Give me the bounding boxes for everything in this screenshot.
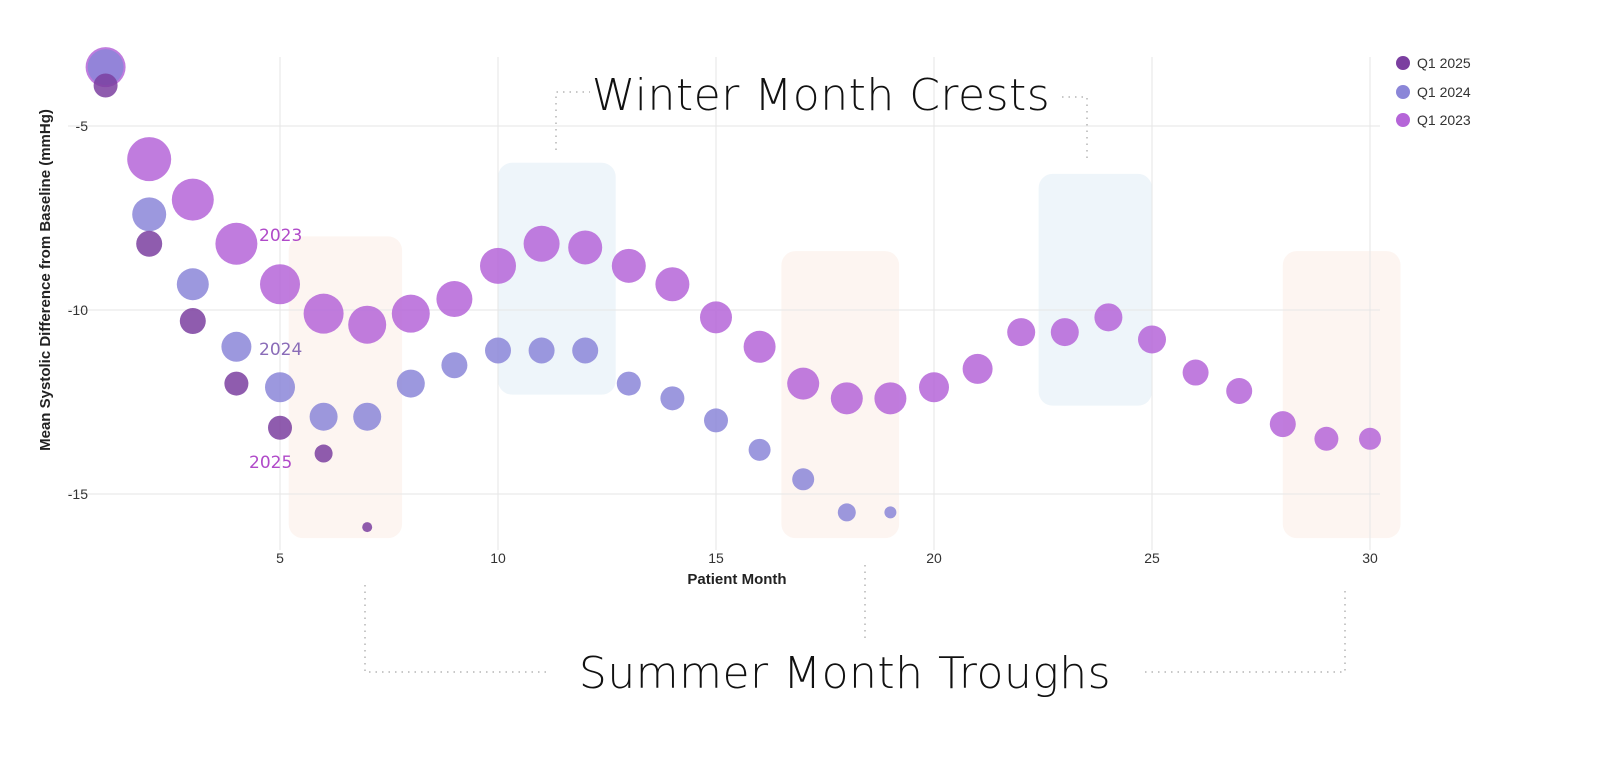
bubble-2023 bbox=[787, 367, 820, 400]
bubble-2025 bbox=[224, 371, 249, 396]
legend: Q1 2025 Q1 2024 Q1 2023 bbox=[1396, 55, 1471, 128]
bubble-2023 bbox=[1182, 359, 1209, 386]
legend-marker-q1-2024 bbox=[1396, 85, 1410, 99]
bubble-2023 bbox=[655, 267, 690, 302]
bubble-2025 bbox=[362, 522, 373, 533]
bubble-2024 bbox=[87, 49, 124, 86]
x-axis-label: Patient Month bbox=[687, 571, 786, 588]
x-tick-label: 25 bbox=[1144, 550, 1160, 566]
bubble-2024 bbox=[485, 337, 511, 364]
winter-band bbox=[498, 162, 616, 395]
bubble-2025 bbox=[268, 415, 292, 440]
bubble-2024 bbox=[265, 372, 295, 403]
bubble-2025 bbox=[314, 444, 333, 463]
bubble-2024 bbox=[884, 506, 897, 519]
series-label-2024: 2024 bbox=[259, 340, 302, 360]
bubble-2023 bbox=[348, 305, 387, 344]
winter-annotation-title: Winter Month Crests bbox=[592, 70, 1050, 121]
bubble-2023 bbox=[743, 330, 776, 363]
x-tick-label: 5 bbox=[276, 550, 284, 566]
x-tick-label: 15 bbox=[708, 550, 724, 566]
bubble-2023 bbox=[480, 247, 516, 284]
bubble-2023 bbox=[700, 301, 732, 334]
summer-band bbox=[288, 236, 403, 539]
bubble-2023 bbox=[568, 230, 603, 265]
bubble-2024 bbox=[704, 408, 728, 433]
summer-band bbox=[1282, 251, 1401, 539]
bubble-2024 bbox=[353, 402, 382, 431]
bubble-2024 bbox=[572, 337, 599, 364]
legend-label-q1-2025: Q1 2025 bbox=[1417, 55, 1471, 71]
bubble-2023 bbox=[1050, 318, 1079, 347]
y-axis-label: Mean Systolic Difference from Baseline (… bbox=[37, 109, 54, 451]
bubble-2023 bbox=[874, 382, 907, 415]
bubble-2023 bbox=[919, 372, 949, 403]
bubble-2023 bbox=[1314, 426, 1339, 451]
bubble-2023 bbox=[611, 248, 646, 283]
bubble-2023 bbox=[1359, 427, 1381, 450]
legend-label-q1-2023: Q1 2023 bbox=[1417, 112, 1471, 128]
bubble-2024 bbox=[309, 402, 338, 431]
bubble-2023 bbox=[127, 137, 172, 182]
bubble-2023 bbox=[1007, 318, 1036, 347]
bubble-2023 bbox=[436, 280, 473, 317]
bubble-2023 bbox=[1138, 325, 1166, 354]
bubble-2023 bbox=[391, 294, 430, 333]
x-tick-label: 10 bbox=[490, 550, 506, 566]
bubble-2024 bbox=[441, 352, 468, 379]
legend-marker-q1-2023 bbox=[1396, 113, 1410, 127]
bubble-2025 bbox=[93, 73, 118, 98]
series-label-2025: 2025 bbox=[249, 453, 292, 473]
summer-annotation-title: Summer Month Troughs bbox=[579, 648, 1111, 699]
winter-connector bbox=[555, 91, 590, 150]
bubble-2023 bbox=[962, 353, 993, 384]
bubble-2024 bbox=[221, 331, 252, 362]
summer-connector bbox=[1145, 590, 1346, 673]
bubble-2023 bbox=[303, 293, 344, 334]
series-label-2023: 2023 bbox=[259, 226, 302, 246]
bubble-2023 bbox=[1094, 303, 1123, 332]
y-tick-label: -5 bbox=[76, 118, 89, 134]
bubble-2023 bbox=[171, 178, 214, 221]
bubble-2024 bbox=[792, 468, 815, 491]
bubble-2025 bbox=[136, 230, 163, 257]
y-tick-label: -10 bbox=[68, 302, 88, 318]
bubble-2024 bbox=[396, 369, 425, 398]
bubble-2024 bbox=[132, 197, 167, 232]
bubble-2024 bbox=[528, 337, 555, 364]
bubble-2023 bbox=[830, 382, 863, 415]
x-tick-label: 30 bbox=[1362, 550, 1378, 566]
bubble-2023 bbox=[1269, 411, 1296, 438]
summer-connector bbox=[364, 585, 550, 673]
winter-connector bbox=[1062, 96, 1088, 158]
y-tick-label: -15 bbox=[68, 486, 88, 502]
bubble-2023 bbox=[523, 225, 560, 262]
bubble-2023 bbox=[1226, 377, 1253, 404]
winter-band bbox=[1038, 173, 1152, 406]
bubble-2024 bbox=[616, 371, 641, 396]
bubble-2024 bbox=[837, 503, 856, 522]
bubble-2024 bbox=[176, 268, 209, 301]
bubble-2024 bbox=[748, 438, 771, 461]
legend-label-q1-2024: Q1 2024 bbox=[1417, 84, 1471, 100]
bubble-2025 bbox=[179, 308, 206, 335]
bubble-2023 bbox=[215, 222, 258, 265]
legend-marker-q1-2025 bbox=[1396, 56, 1410, 70]
x-tick-label: 20 bbox=[926, 550, 942, 566]
bubble-2024 bbox=[660, 386, 685, 411]
bubble-2023 bbox=[260, 264, 300, 305]
